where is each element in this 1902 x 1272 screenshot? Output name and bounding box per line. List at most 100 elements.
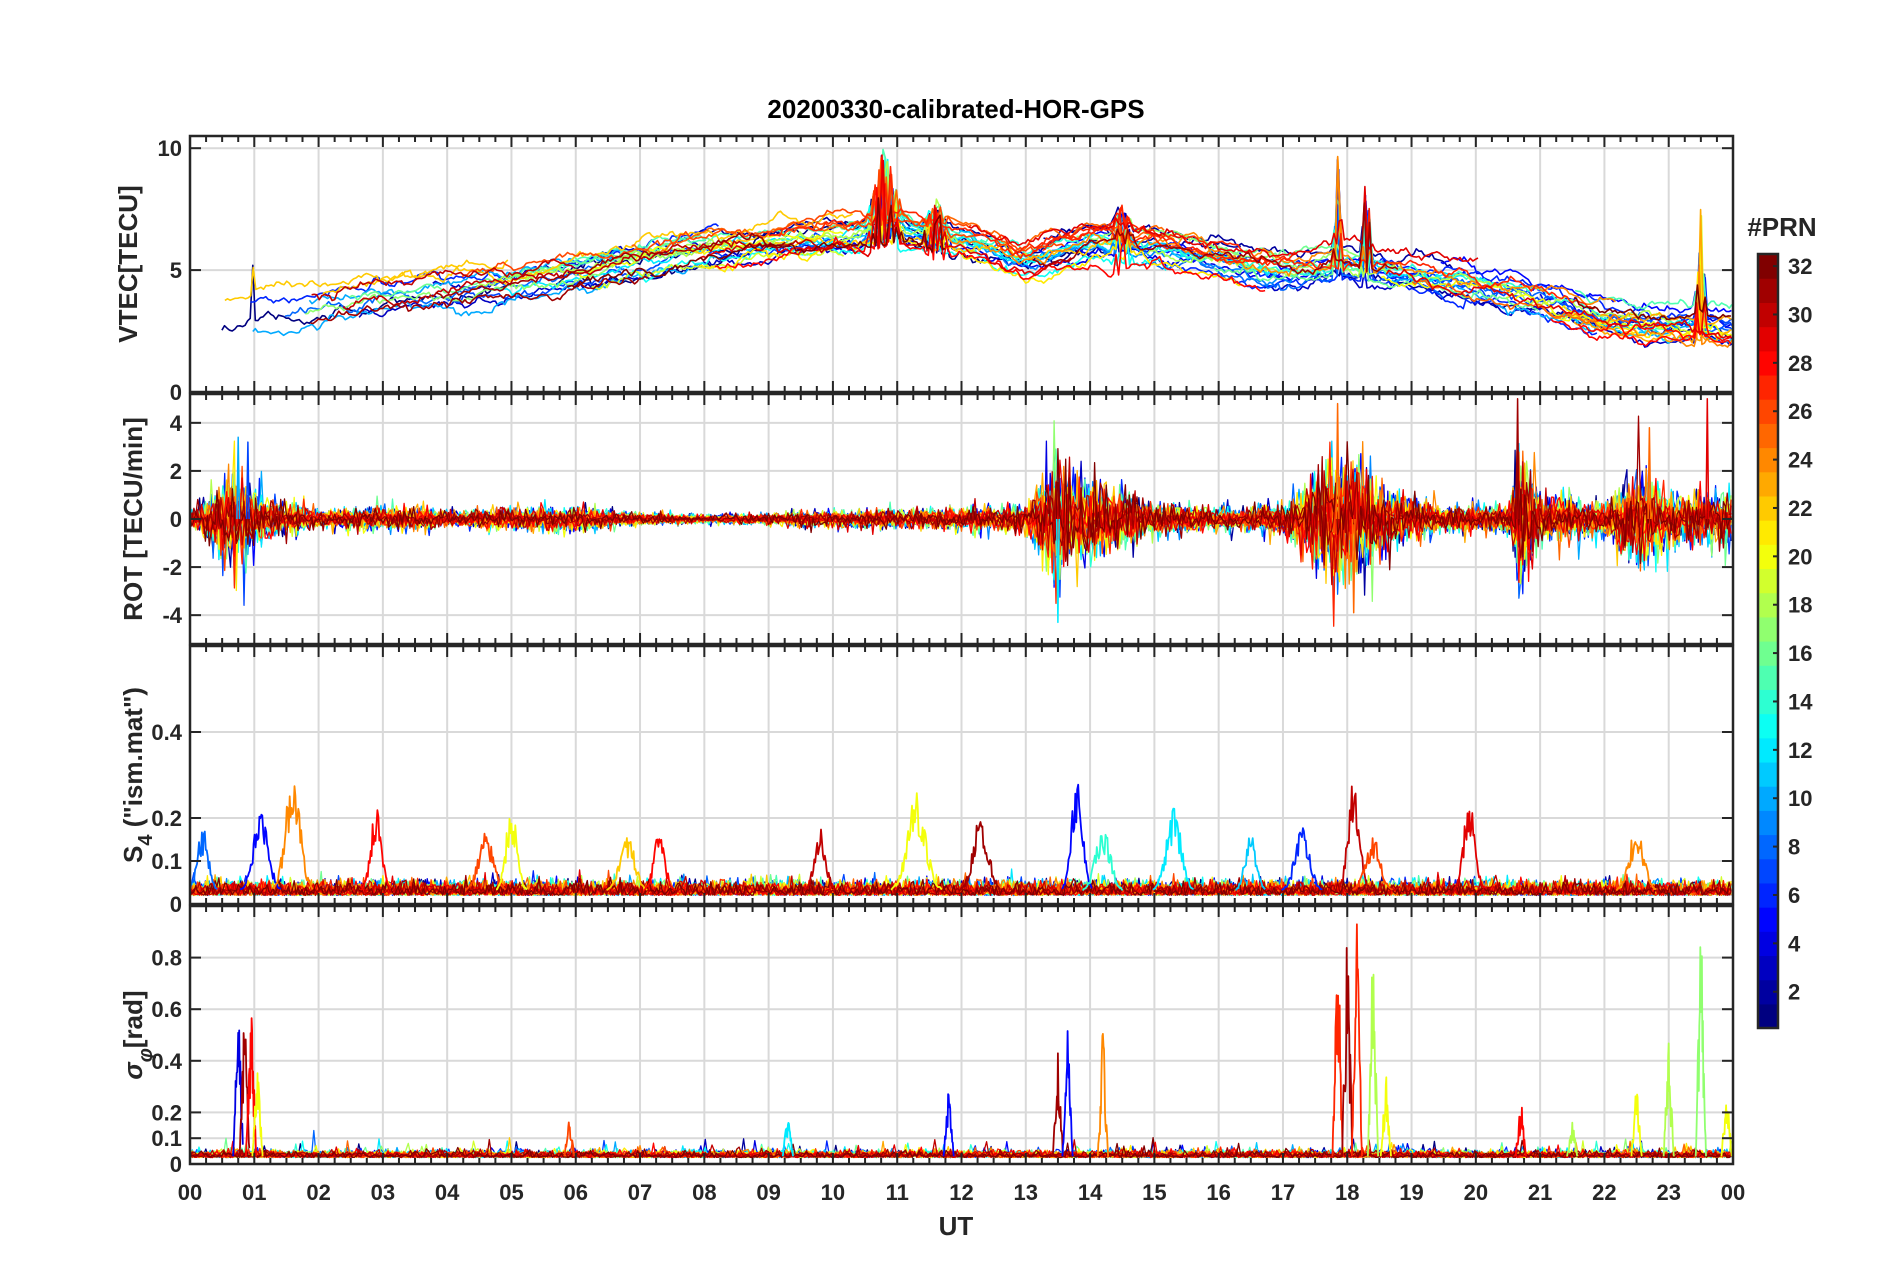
colorbar-segment	[1758, 520, 1778, 545]
vtec-trace-prn-29	[1385, 268, 1732, 339]
colorbar-segment	[1758, 737, 1778, 763]
colorbar-segment	[1758, 254, 1778, 279]
y-tick-label: 0	[170, 507, 182, 532]
colorbar-segment	[1758, 616, 1778, 642]
x-tick-label: 13	[1014, 1180, 1038, 1205]
colorbar-segment	[1758, 761, 1778, 787]
y-tick-label: 0.2	[151, 806, 182, 831]
panel-rot: -4 -2 0 2 4 ROT [TECU/min]	[118, 392, 1735, 646]
y-axis-label-rest: [rad]	[118, 990, 148, 1048]
s4-scintillation-burst	[1615, 839, 1657, 891]
rot-peak	[236, 436, 241, 520]
sigphi-spike	[1051, 1052, 1064, 1157]
x-tick-label: 01	[242, 1180, 266, 1205]
s4-scintillation-burst	[239, 813, 282, 891]
panel-sigphi: 00.10.2 0.4 0.6 0.8 σφ[rad]	[118, 904, 1735, 1177]
sigphi-spike	[1341, 947, 1354, 1157]
y-axis-label-sub: 4	[135, 834, 157, 846]
y-axis-label-rest: ("ism.mat")	[118, 687, 148, 834]
colorbar-tick-label: 18	[1788, 593, 1812, 618]
sigphi-spike	[1630, 1093, 1643, 1157]
vtec-trace-prn-14	[1234, 217, 1712, 334]
sigphi-spike	[781, 1122, 794, 1157]
colorbar-segment	[1758, 568, 1778, 594]
x-tick-label: 03	[371, 1180, 395, 1205]
colorbar-segment	[1758, 471, 1778, 497]
colorbar-segment	[1758, 979, 1778, 1005]
sigphi-spike	[1694, 946, 1707, 1157]
colorbar-segment	[1758, 326, 1778, 352]
s4-scintillation-burst	[1453, 810, 1485, 891]
s4-scintillation-burst	[1152, 807, 1194, 891]
colorbar-segment	[1758, 641, 1778, 666]
sigphi-spike	[942, 1093, 955, 1157]
x-tick-label: 00	[1721, 1180, 1745, 1205]
sigphi-spike	[1566, 1121, 1579, 1157]
vtec-trace-prn-16	[1213, 222, 1539, 311]
y-tick-label: 5	[170, 258, 182, 283]
colorbar-segment	[1758, 834, 1778, 860]
y-tick-label: 10	[158, 136, 182, 161]
colorbar-segment	[1758, 302, 1778, 328]
sigphi-spike	[1720, 1104, 1733, 1157]
colorbar-tick-label: 4	[1788, 931, 1801, 956]
y-tick-label: 0.1	[151, 849, 182, 874]
s4-scintillation-burst	[643, 838, 676, 891]
colorbar-segment	[1758, 689, 1778, 715]
colorbar-segment	[1758, 786, 1778, 811]
colorbar-segment	[1758, 399, 1778, 424]
s4-scintillation-burst	[495, 817, 528, 891]
s4-scintillation-burst	[190, 830, 218, 890]
y-tick-label: 0.2	[151, 1100, 182, 1125]
vtec-trace-prn-30	[311, 258, 575, 302]
x-tick-label: 10	[821, 1180, 845, 1205]
x-tick-label: 12	[949, 1180, 973, 1205]
x-axis-label: UT	[939, 1211, 974, 1241]
vtec-trace-prn-26	[461, 173, 972, 278]
y-axis-label: VTEC[TECU]	[113, 185, 143, 342]
colorbar-segment	[1758, 931, 1778, 957]
vtec-trace-prn-26	[778, 169, 1065, 252]
panel-vtec: 0 5 10 VTEC[TECU]	[113, 134, 1735, 405]
x-tick-label: 11	[886, 1180, 909, 1205]
s4-scintillation-burst	[1281, 827, 1323, 891]
vtec-traces	[221, 148, 1733, 348]
x-tick-label: 06	[564, 1180, 588, 1205]
vtec-trace-prn-2	[694, 186, 1241, 257]
colorbar-segment	[1758, 447, 1778, 473]
y-tick-label: 0.1	[151, 1126, 182, 1151]
panel-s4: 00.10.20.4S4 ("ism.mat")	[118, 644, 1735, 917]
colorbar-tick-label: 24	[1788, 448, 1813, 473]
y-tick-label: 0	[170, 1152, 182, 1177]
colorbar-tick-label: 8	[1788, 835, 1800, 860]
vtec-trace-prn-11	[690, 194, 959, 254]
s4-scintillation-burst	[960, 821, 1001, 891]
vtec-trace-prn-16	[349, 241, 677, 301]
vtec-trace-prn-30	[342, 238, 851, 311]
colorbar-tick-label: 10	[1788, 786, 1812, 811]
colorbar-tick-label: 30	[1788, 302, 1812, 327]
colorbar-segment	[1758, 278, 1778, 303]
s4-scintillation-burst	[1061, 783, 1093, 890]
vtec-trace-prn-31	[1032, 202, 1399, 275]
rot-traces	[190, 398, 1732, 627]
colorbar-segment	[1758, 592, 1778, 618]
y-axis-label: ROT [TECU/min]	[118, 417, 148, 621]
colorbar-tick-label: 16	[1788, 641, 1812, 666]
x-tick-label: 15	[1142, 1180, 1166, 1205]
sigphi-spike	[1662, 1042, 1675, 1157]
x-tick-label: 04	[435, 1180, 460, 1205]
colorbar-segment	[1758, 858, 1778, 884]
colorbar-segment	[1758, 544, 1778, 570]
x-tick-label: 22	[1592, 1180, 1616, 1205]
colorbar-frame	[1756, 252, 1780, 1030]
vtec-trace-prn-29	[697, 159, 1072, 277]
y-tick-label: 0	[170, 380, 182, 405]
colorbar-tick-label: 26	[1788, 399, 1812, 424]
colorbar-tick-label: 12	[1788, 738, 1812, 763]
x-tick-label: 07	[628, 1180, 652, 1205]
